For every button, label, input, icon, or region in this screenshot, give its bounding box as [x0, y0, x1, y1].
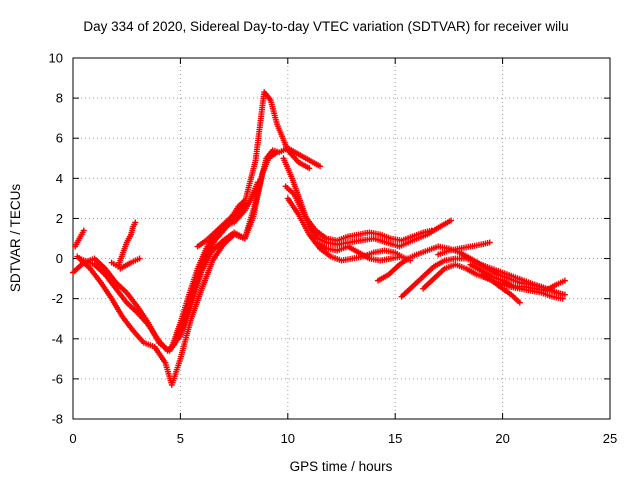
x-tick-label: 15	[388, 431, 402, 446]
plot-frame	[72, 57, 611, 420]
series-arc1	[70, 145, 324, 354]
y-tick-label: 2	[56, 211, 63, 226]
y-tick-label: 8	[56, 91, 63, 106]
y-axis-label: SDTVAR / TECUs	[8, 184, 23, 293]
x-tick-label: 10	[281, 431, 295, 446]
series-arc3	[74, 149, 281, 388]
x-axis-label: GPS time / hours	[290, 459, 393, 474]
y-tick-label: 4	[56, 171, 63, 186]
series-arc4	[108, 219, 139, 270]
y-tick-label: 6	[56, 131, 63, 146]
series-arc6	[117, 255, 143, 272]
data-point	[486, 239, 493, 246]
y-tick-label: -4	[51, 331, 63, 346]
data-point	[448, 217, 455, 224]
data-point	[132, 219, 139, 226]
data-point	[241, 197, 248, 204]
data-points	[70, 89, 568, 388]
data-point	[317, 163, 324, 170]
data-point	[136, 255, 143, 262]
y-tick-label: 0	[56, 251, 63, 266]
series-arc13	[312, 239, 414, 264]
series-arc19	[478, 271, 523, 306]
data-point	[559, 295, 566, 302]
data-point	[428, 227, 435, 234]
x-tick-label: 5	[177, 431, 184, 446]
x-tick-label: 20	[495, 431, 509, 446]
data-point	[561, 277, 568, 284]
series-arc5	[72, 227, 87, 250]
series-arc9	[194, 197, 248, 250]
data-point	[80, 227, 87, 234]
series-arc18	[467, 261, 568, 294]
data-point	[306, 165, 313, 172]
data-point	[274, 149, 281, 156]
x-tick-label: 0	[69, 431, 76, 446]
data-point	[516, 299, 523, 306]
data-point	[254, 179, 261, 186]
series-arc11	[282, 183, 435, 244]
x-tick-label: 25	[603, 431, 617, 446]
chart-title: Day 334 of 2020, Sidereal Day-to-day VTE…	[83, 19, 568, 34]
y-tick-label: -2	[51, 291, 63, 306]
y-tick-label: -8	[51, 412, 63, 427]
y-tick-label: 10	[49, 51, 63, 66]
series-arc8	[177, 179, 261, 340]
series-arc17	[435, 239, 493, 258]
x-tick-labels: 0 5 10 15 20 25	[69, 431, 617, 446]
y-tick-labels: -8 -6 -4 -2 0 2 4 6 8 10	[49, 51, 63, 427]
axis-ticks	[72, 57, 611, 420]
y-tick-label: -6	[51, 371, 63, 386]
